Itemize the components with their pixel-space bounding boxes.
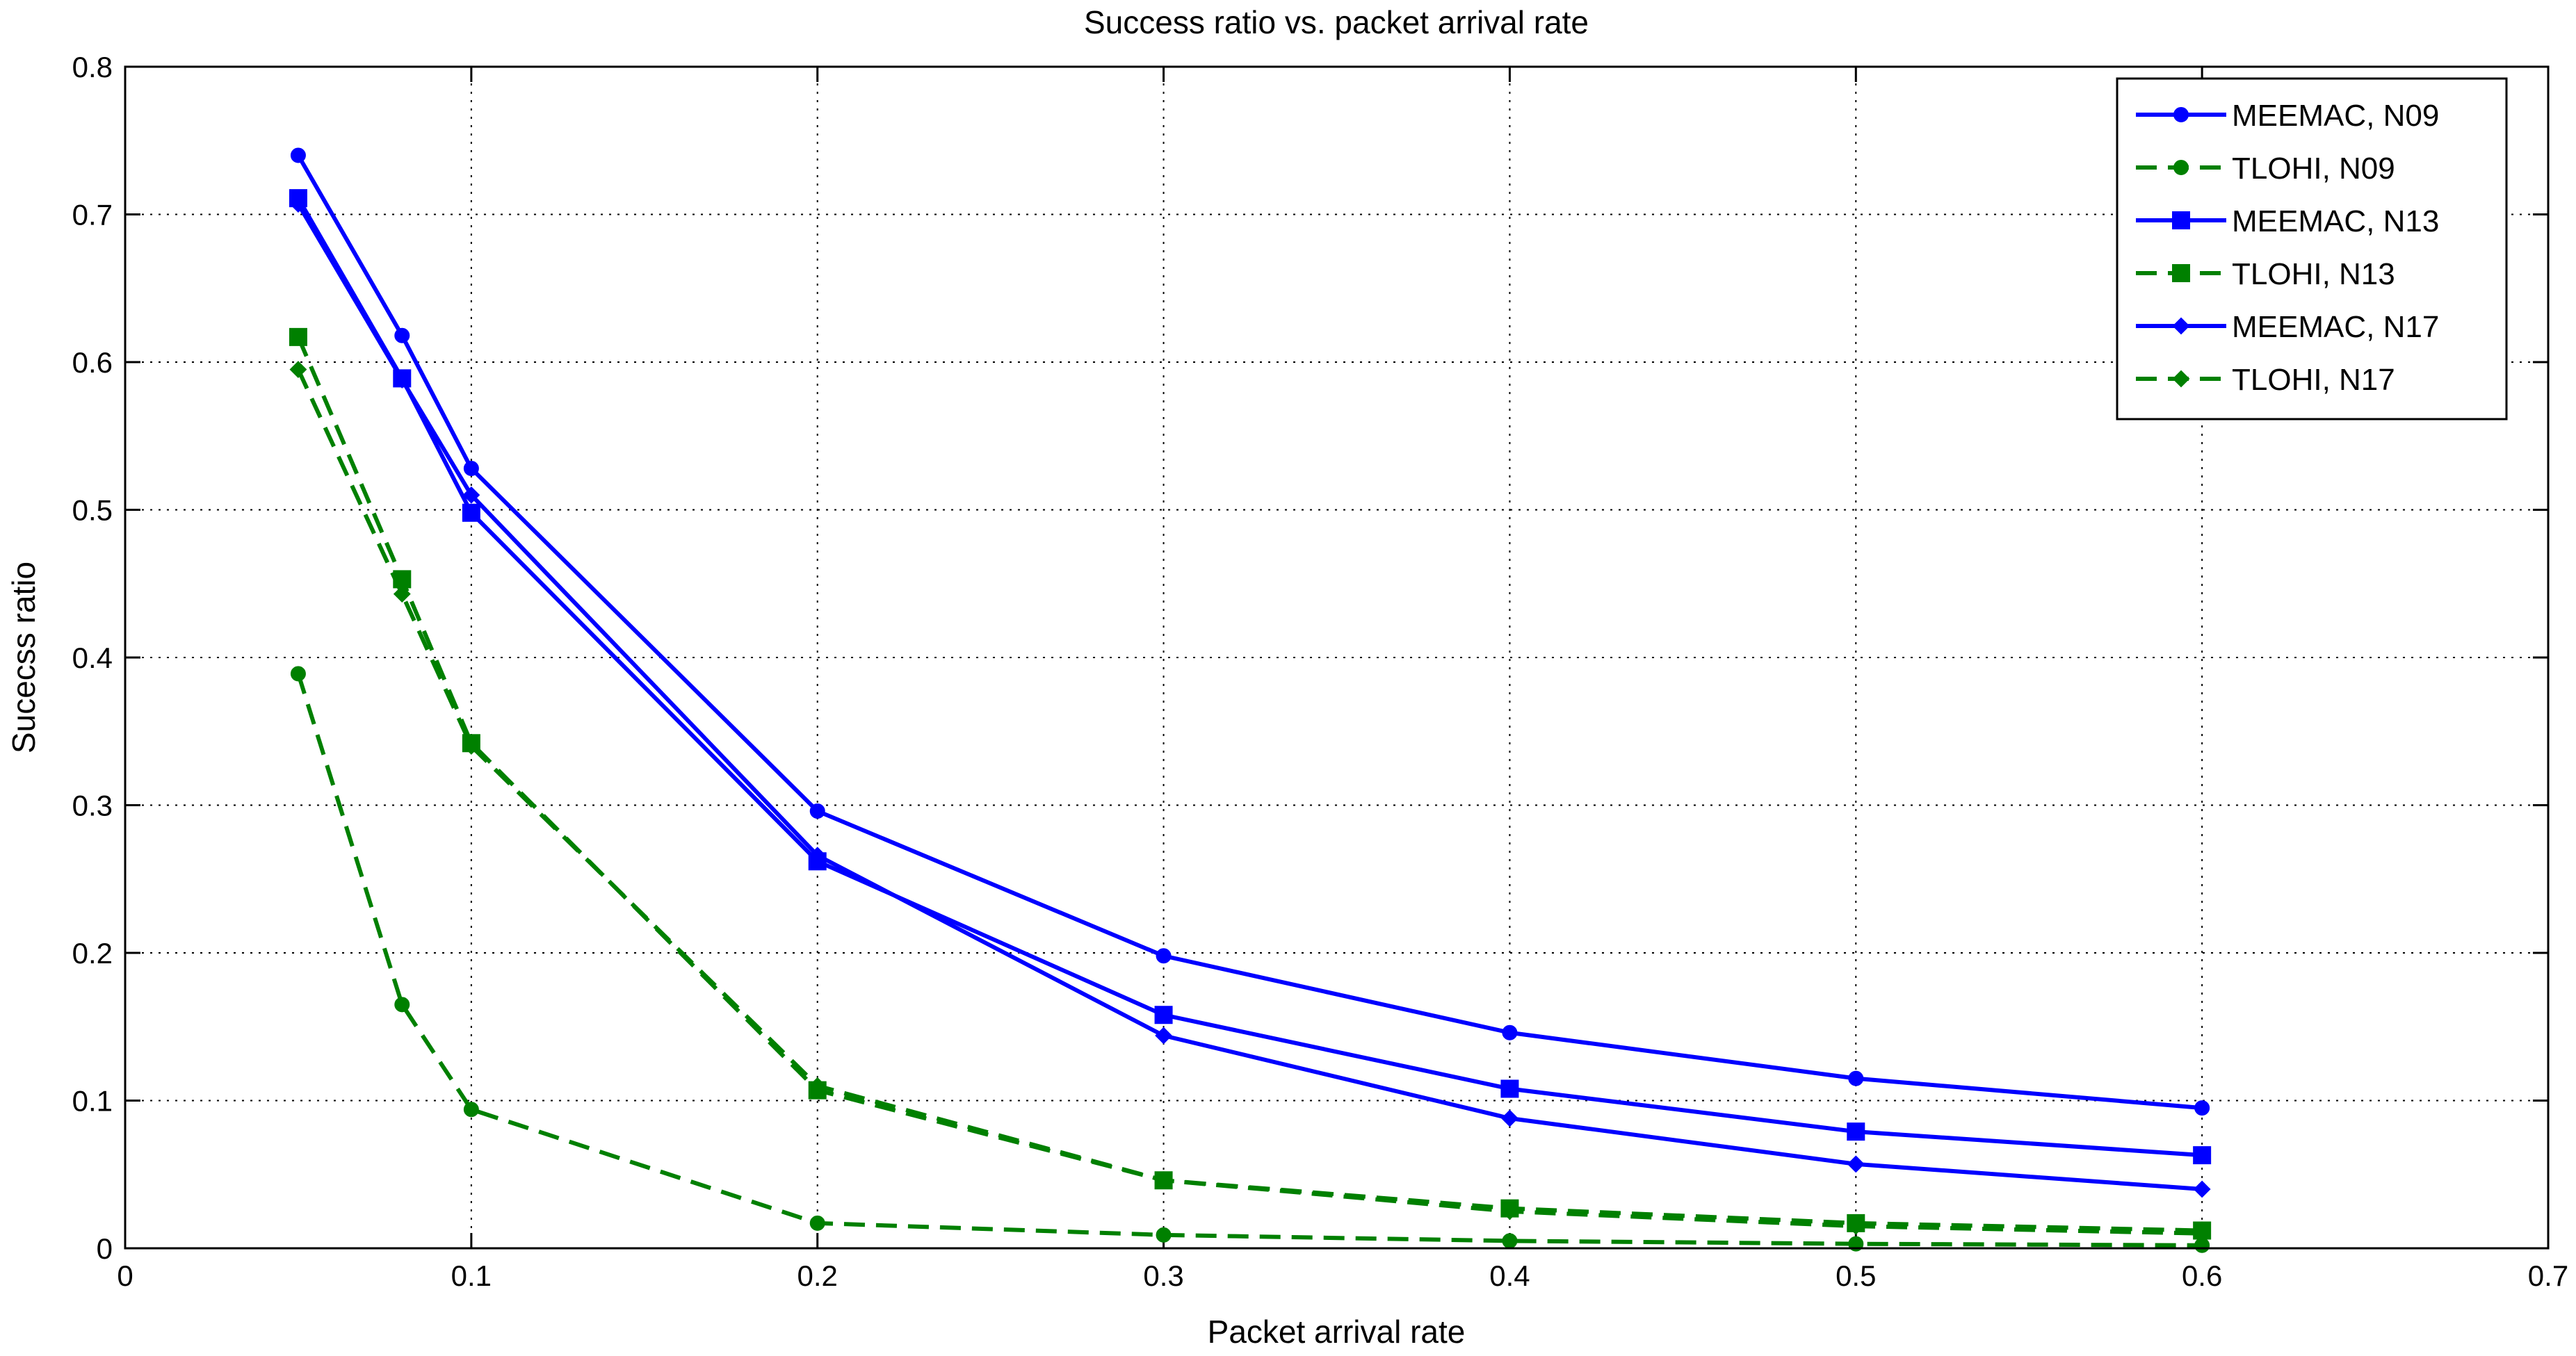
data-point [462, 486, 480, 504]
data-point [289, 361, 307, 379]
legend-item: MEEMAC, N17 [2136, 310, 2439, 344]
data-point [1847, 1122, 1865, 1141]
legend-marker [2173, 107, 2189, 122]
data-point [462, 503, 480, 522]
legend-label: MEEMAC, N09 [2232, 99, 2439, 133]
legend-item: TLOHI, N09 [2136, 152, 2395, 186]
data-point [290, 666, 306, 682]
data-point [1501, 1109, 1518, 1127]
legend-marker [2172, 317, 2190, 335]
legend: MEEMAC, N09 TLOHI, N09 MEEMAC, N13 TLOHI, N… [2116, 77, 2508, 420]
data-point [1155, 1171, 1172, 1189]
legend-marker [2172, 211, 2190, 229]
data-point [1847, 1217, 1865, 1235]
data-point [1156, 1227, 1172, 1243]
data-point [809, 803, 825, 819]
series-line [296, 203, 2203, 1191]
data-point [809, 847, 827, 865]
legend-box [2116, 77, 2508, 420]
x-tick-label: 0 [117, 1259, 133, 1292]
data-point [2194, 1100, 2210, 1116]
series-line [296, 154, 2203, 1111]
legend-label: MEEMAC, N13 [2232, 204, 2439, 238]
legend-label: TLOHI, N09 [2232, 152, 2395, 186]
data-point [1502, 1024, 1518, 1040]
legend-label: TLOHI, N13 [2232, 257, 2395, 291]
legend-item: MEEMAC, N13 [2136, 204, 2439, 238]
legend-item: TLOHI, N13 [2136, 257, 2395, 291]
x-tick-label: 0.5 [1836, 1259, 1876, 1292]
series-line [296, 336, 2203, 1233]
data-point [1154, 1006, 1173, 1024]
data-point [290, 147, 306, 163]
legend-item: TLOHI, N17 [2136, 363, 2395, 397]
tick-labels: 0 0.1 0.2 0.3 0.4 0.5 0.6 0.7 0 0.1 0.2 0.3 0.4 0.5 0.… [72, 51, 2569, 1292]
y-tick-label: 0.5 [72, 494, 113, 527]
data-point [394, 327, 410, 343]
series-meemac-n09 [290, 147, 2210, 1116]
data-point [1501, 1202, 1518, 1220]
series-meemac-n17 [289, 195, 2211, 1198]
y-tick-label: 0.8 [72, 51, 113, 83]
x-tick-label: 0.3 [1143, 1259, 1183, 1292]
data-point [393, 585, 411, 603]
data-point [2193, 1146, 2212, 1165]
plot-frame [124, 65, 2550, 1250]
legend-item: MEEMAC, N09 [2136, 99, 2439, 133]
legend-label: TLOHI, N17 [2232, 363, 2395, 397]
y-tick-label: 0.6 [72, 346, 113, 379]
data-point [809, 1215, 825, 1231]
series-layer [289, 147, 2212, 1253]
legend-marker [2172, 370, 2190, 388]
data-point [2193, 1180, 2211, 1198]
data-point [393, 371, 411, 389]
series-line [296, 673, 2203, 1248]
data-point [289, 195, 307, 213]
series-tlohi-n17 [289, 361, 2211, 1243]
data-point [394, 997, 410, 1013]
data-point [1502, 1233, 1518, 1249]
data-point [809, 1077, 827, 1095]
x-tick-label: 0.1 [451, 1259, 492, 1292]
data-point [1155, 1027, 1172, 1045]
x-tick-label: 0.7 [2528, 1259, 2568, 1292]
y-tick-label: 0.1 [72, 1085, 113, 1118]
data-point [1156, 948, 1172, 964]
data-point [1848, 1070, 1864, 1086]
x-axis-label: Packet arrival rate [1208, 1314, 1466, 1350]
legend-marker [2172, 264, 2190, 282]
x-tick-label: 0.4 [1489, 1259, 1530, 1292]
legend-label: MEEMAC, N17 [2232, 310, 2439, 344]
y-tick-label: 0.2 [72, 937, 113, 970]
data-point [2193, 1225, 2211, 1243]
y-tick-label: 0 [97, 1232, 113, 1265]
y-tick-label: 0.7 [72, 199, 113, 231]
data-point [463, 1102, 479, 1118]
data-point [463, 461, 479, 476]
y-axis-label: Sucecss ratio [6, 562, 42, 753]
x-tick-label: 0.2 [797, 1259, 838, 1292]
data-point [289, 327, 307, 346]
series-line [296, 368, 2203, 1236]
data-point [1500, 1079, 1519, 1098]
y-tick-label: 0.4 [72, 642, 113, 674]
data-point [1847, 1155, 1865, 1173]
chart-title: Success ratio vs. packet arrival rate [1084, 4, 1589, 40]
legend-marker [2173, 160, 2189, 175]
data-point [462, 737, 480, 755]
x-tick-label: 0.6 [2182, 1259, 2222, 1292]
y-tick-label: 0.3 [72, 790, 113, 822]
